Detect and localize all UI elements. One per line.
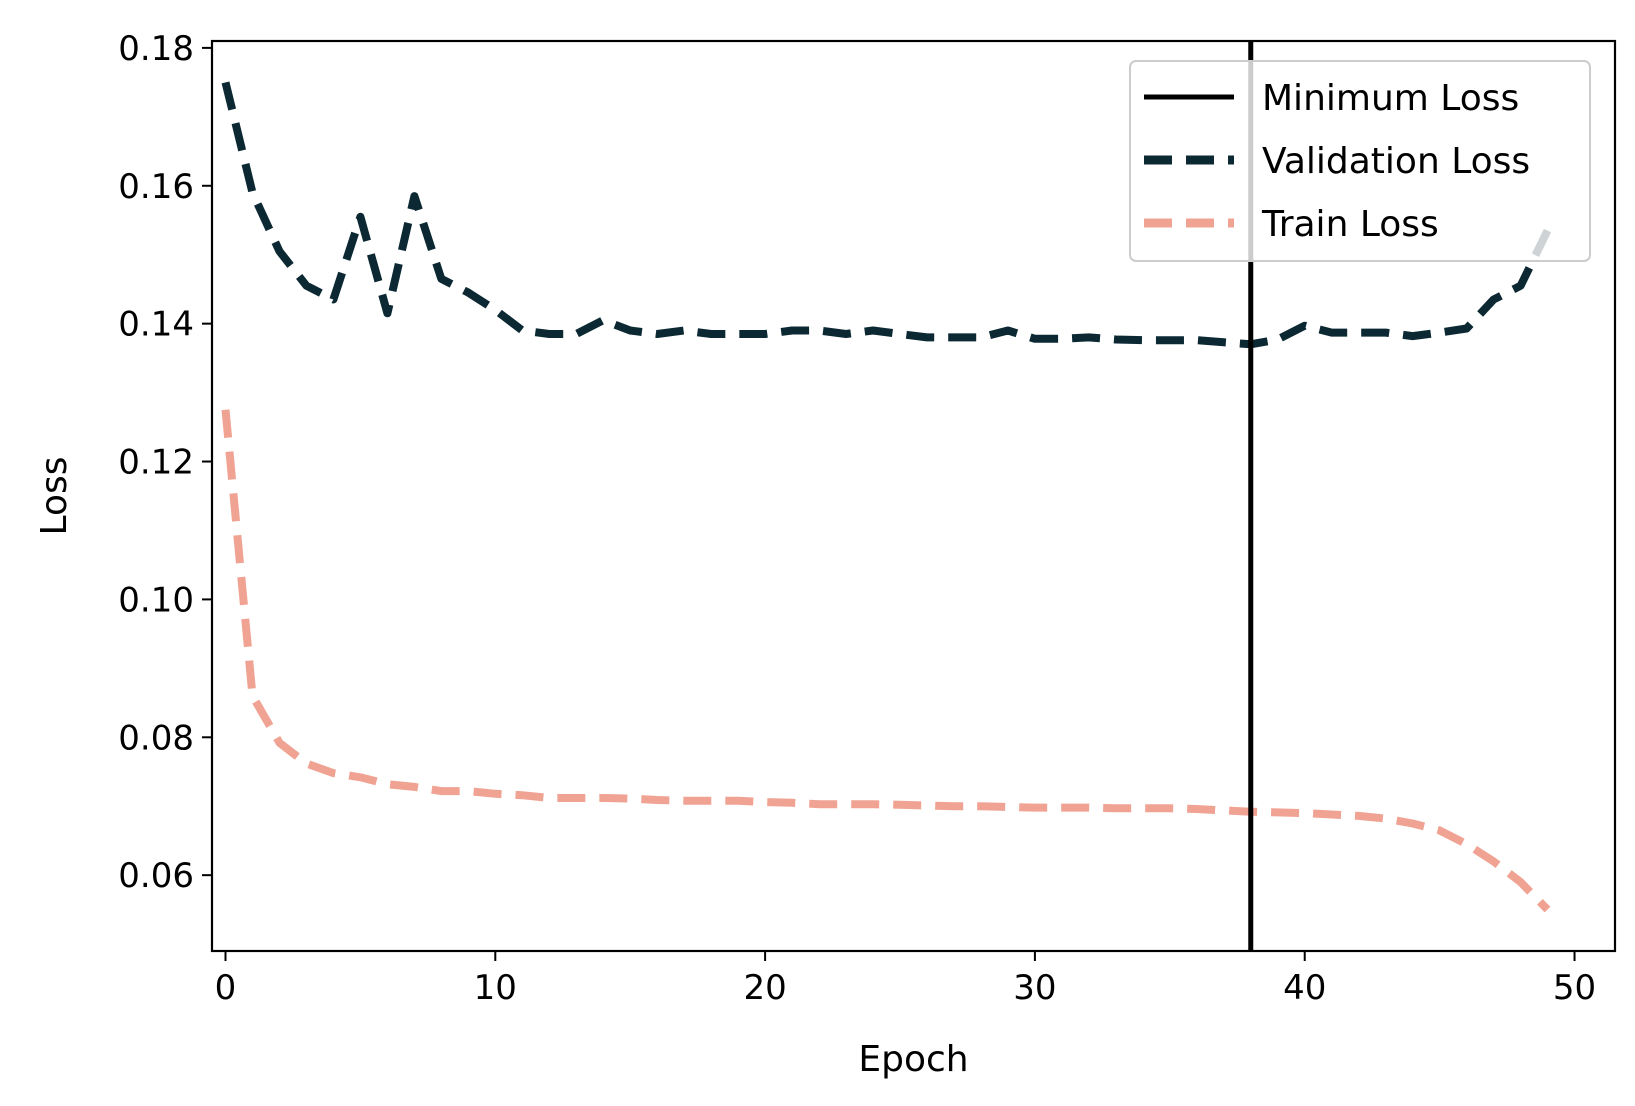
x-tick-label: 30 [1013,968,1056,1008]
x-tick-label: 0 [215,968,237,1008]
legend-box [1129,60,1591,262]
x-tick-label: 10 [474,968,517,1008]
ticks-layer: 0 10 20 30 40 50 0.06 0.08 0.10 0.12 0.14 0.16 0.18 [118,29,1596,1008]
series-line-train-loss [221,409,1551,913]
y-tick-label: 0.16 [118,167,194,207]
legend-entry-label: Train Loss [1261,204,1439,245]
x-tick-label: 20 [743,968,786,1008]
x-tick-label: 40 [1283,968,1326,1008]
series-line-validation-loss [221,81,1552,349]
x-axis-label: Epoch [858,1039,968,1080]
plot-area-frame [210,39,1617,953]
x-tick-label: 50 [1553,968,1596,1008]
y-tick-label: 0.12 [118,443,194,483]
y-tick-label: 0.08 [118,718,194,758]
y-tick-label: 0.10 [118,580,194,620]
legend-entry-label: Minimum Loss [1262,78,1519,119]
y-tick-label: 0.18 [118,29,194,69]
legend-entry-label: Validation Loss [1262,141,1530,182]
y-tick-label: 0.06 [118,856,194,896]
y-axis-label: Loss [34,457,75,536]
y-tick-label: 0.14 [118,305,194,345]
legend: Minimum Loss Validation Loss Train Loss [1129,60,1591,262]
